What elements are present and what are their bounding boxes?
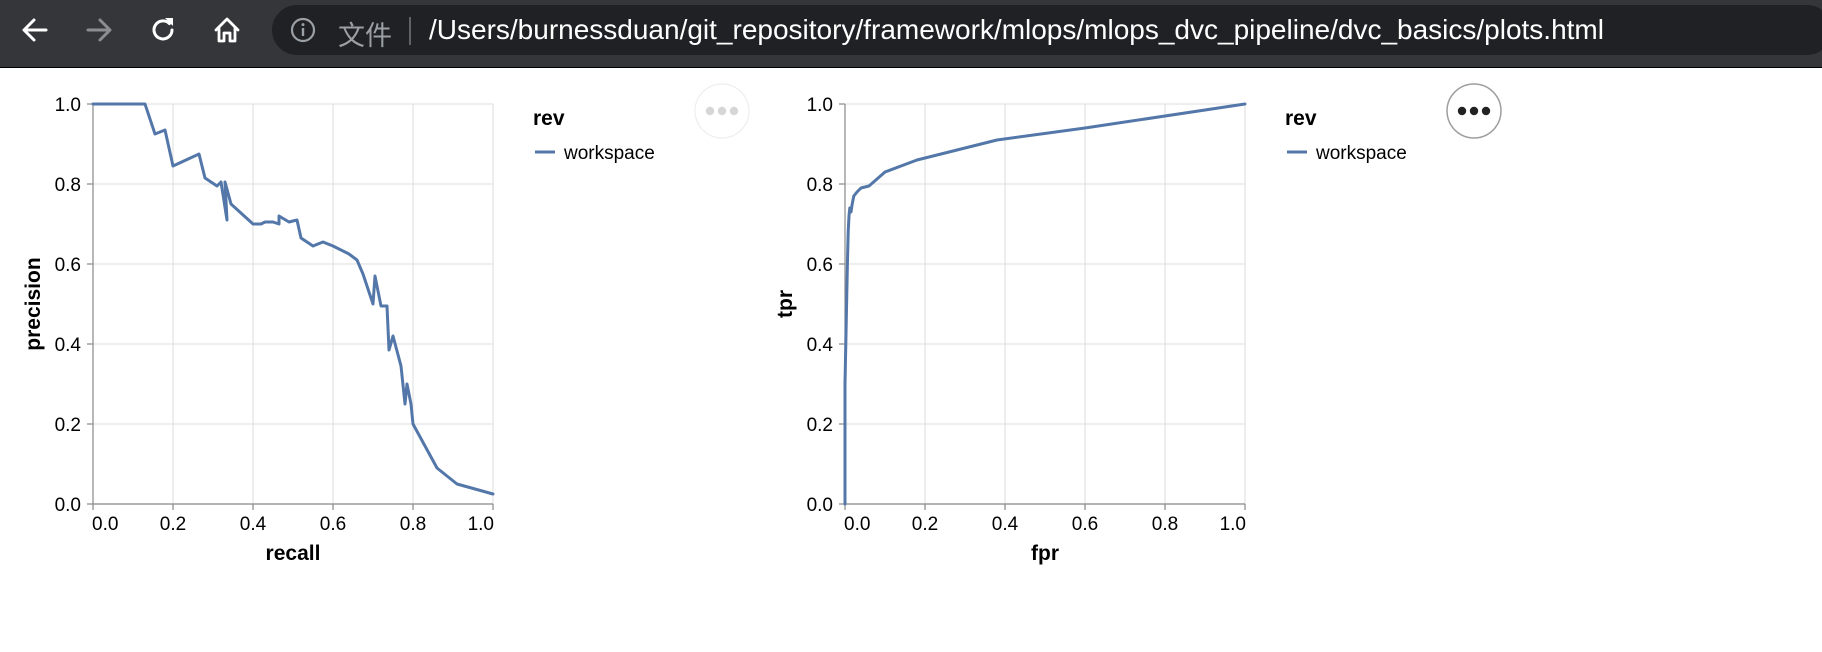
series-line-workspace (843, 102, 1247, 506)
dot (1469, 106, 1479, 116)
legend-label: workspace (1315, 143, 1407, 164)
x-axis-title: fpr (1031, 542, 1059, 565)
chart-actions-button[interactable] (694, 83, 750, 139)
y-tick-label: 1.0 (807, 95, 833, 116)
series-line-workspace (91, 102, 495, 496)
dot (1457, 106, 1467, 116)
back-button[interactable] (12, 10, 58, 50)
x-tick-label: 0.6 (320, 514, 346, 535)
info-circle-icon[interactable] (290, 17, 316, 43)
x-tick-label: 0.4 (240, 514, 267, 535)
more-horizontal-icon (1457, 106, 1491, 116)
home-button[interactable] (204, 10, 250, 50)
x-tick-label: 0.0 (92, 514, 118, 535)
x-tick-label: 0.8 (400, 514, 426, 535)
x-tick-label: 0.2 (912, 514, 938, 535)
y-tick-label: 0.4 (55, 335, 82, 356)
x-tick-label: 0.2 (160, 514, 186, 535)
forward-button[interactable] (76, 10, 122, 50)
arrow-right-icon (86, 18, 112, 42)
x-tick-label: 0.6 (1072, 514, 1098, 535)
legend-title: rev (533, 107, 565, 130)
y-tick-label: 0.4 (807, 335, 834, 356)
y-tick-label: 0.8 (55, 175, 81, 196)
y-tick-label: 0.2 (807, 415, 833, 436)
dot (1481, 106, 1491, 116)
x-tick-label: 0.8 (1152, 514, 1178, 535)
x-tick-label: 0.0 (844, 514, 870, 535)
y-tick-label: 1.0 (55, 95, 81, 116)
home-icon (214, 17, 240, 43)
y-axis-title: precision (22, 257, 45, 350)
roc-chart: 0.0 0.2 0.4 0.6 0.8 1.0 0.0 0.2 0.4 0.6 0.8 1.0 fpr t… (774, 83, 1502, 565)
x-axis-title: recall (266, 542, 321, 565)
reload-button[interactable] (140, 10, 186, 50)
reload-icon (152, 18, 174, 41)
y-tick-label: 0.0 (55, 495, 81, 516)
chart-actions-button[interactable] (1446, 83, 1502, 139)
x-tick-label: 1.0 (468, 514, 494, 535)
y-tick-label: 0.2 (55, 415, 81, 436)
y-axis-title: tpr (774, 290, 797, 318)
y-tick-label: 0.0 (807, 495, 833, 516)
address-bar[interactable]: 文件 /Users/burnessduan/git_repository/fra… (272, 5, 1822, 55)
legend-title: rev (1285, 107, 1317, 130)
y-tick-label: 0.8 (807, 175, 833, 196)
arrow-left-icon (22, 18, 48, 42)
y-tick-label: 0.6 (55, 255, 81, 276)
legend-label: workspace (563, 143, 655, 164)
omnibox-divider (409, 17, 411, 45)
x-tick-label: 1.0 (1220, 514, 1246, 535)
browser-toolbar: 文件 /Users/burnessduan/git_repository/fra… (0, 0, 1822, 68)
precision-recall-chart: 0.0 0.2 0.4 0.6 0.8 1.0 0.0 0.2 0.4 0.6 0.8 1.0 reca… (22, 83, 750, 565)
dot (729, 106, 739, 116)
url-text[interactable]: /Users/burnessduan/git_repository/framew… (429, 14, 1604, 45)
dot (705, 106, 715, 116)
site-info-label[interactable]: 文件 (338, 21, 392, 52)
more-horizontal-icon (705, 106, 739, 116)
y-tick-label: 0.6 (807, 255, 833, 276)
x-tick-label: 0.4 (992, 514, 1019, 535)
dot (717, 106, 727, 116)
